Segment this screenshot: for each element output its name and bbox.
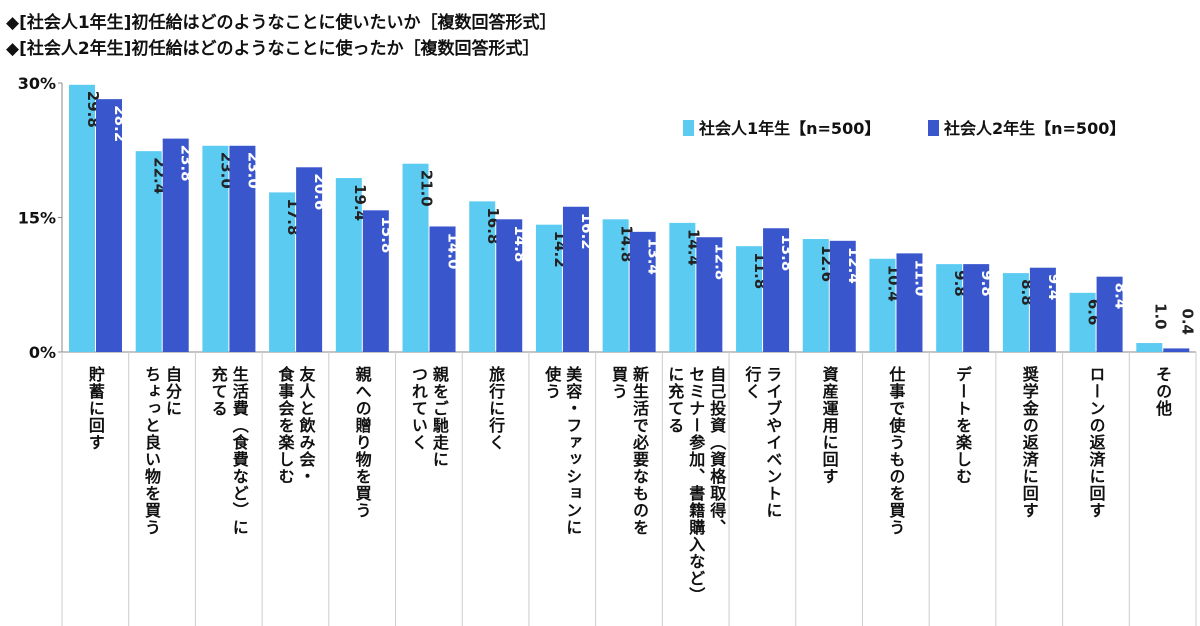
bar xyxy=(1069,292,1096,352)
value-label: 15.8 xyxy=(378,216,396,253)
value-label: 0.4 xyxy=(1178,308,1196,335)
value-label: 23.8 xyxy=(178,145,196,182)
value-label: 9.4 xyxy=(1045,274,1063,301)
bar xyxy=(469,201,496,352)
legend-label: 社会人1年生【n=500】 xyxy=(698,119,880,138)
x-tick-label: 貯蓄に回す xyxy=(85,366,105,451)
legend-label: 社会人2年生【n=500】 xyxy=(943,119,1125,138)
x-tick-label: 生活費（食費など）に 充てる xyxy=(208,366,249,536)
x-tick-label: 旅行に行く xyxy=(486,366,506,451)
bar xyxy=(402,163,429,352)
x-tick-label: ローンの返済に回す xyxy=(1086,366,1106,519)
bar xyxy=(429,226,456,352)
value-label: 1.0 xyxy=(1151,303,1169,330)
x-tick-label: デートを楽しむ xyxy=(953,366,973,485)
bar xyxy=(162,138,189,352)
bar xyxy=(69,84,95,352)
bar xyxy=(1136,343,1163,352)
y-tick-label: 0% xyxy=(29,343,56,362)
title: ◆[社会人2年生]初任給はどのようなことに使ったか［複数回答形式］ xyxy=(6,39,540,59)
x-tick-label: 美容・ファッションに 使う xyxy=(542,366,583,536)
x-tick-label: 仕事で使うものを買う xyxy=(886,366,906,536)
x-tick-label: その他 xyxy=(1153,366,1173,417)
bar xyxy=(963,264,990,352)
x-tick-label: ライブやイベントに 行く xyxy=(742,366,783,519)
value-label: 16.2 xyxy=(578,213,596,250)
bar xyxy=(135,151,162,352)
value-label: 9.8 xyxy=(978,270,996,297)
y-tick-label: 30% xyxy=(18,74,56,93)
bar xyxy=(696,237,723,352)
value-label: 14.0 xyxy=(445,232,463,269)
value-label: 13.8 xyxy=(778,234,796,271)
bar xyxy=(1002,273,1029,352)
value-label: 21.0 xyxy=(418,170,436,207)
bar xyxy=(229,145,256,352)
bar xyxy=(602,219,629,352)
x-tick-label: 奨学金の返済に回す xyxy=(1019,366,1039,519)
bar xyxy=(269,192,296,352)
bar xyxy=(362,210,389,352)
bar xyxy=(802,239,829,352)
value-label: 28.2 xyxy=(111,105,129,142)
bar xyxy=(736,246,763,352)
x-tick-label: 親をご馳走に つれていく xyxy=(408,366,449,468)
value-label: 12.4 xyxy=(845,247,863,284)
bar xyxy=(202,145,229,352)
bar xyxy=(869,258,896,352)
x-tick-label: 友人と飲み会・ 食事会を楽しむ xyxy=(275,366,316,485)
bar xyxy=(1029,267,1056,352)
bar xyxy=(669,222,696,352)
value-label: 8.4 xyxy=(1112,283,1130,310)
value-label: 14.8 xyxy=(511,225,529,262)
bar xyxy=(535,224,562,352)
bar xyxy=(1163,348,1190,352)
legend-swatch xyxy=(683,120,694,136)
x-tick-label: 自己投資（資格取得、 セミナー参加、書籍購入など） に充てる xyxy=(665,366,727,604)
value-label: 12.8 xyxy=(711,243,729,280)
x-tick-label: 資産運用に回す xyxy=(819,366,839,485)
x-tick-label: 自分に ちょっと良い物を買う xyxy=(142,366,183,536)
x-tick-label: 親への贈り物を買う xyxy=(352,366,372,519)
bar xyxy=(936,264,963,352)
y-tick-label: 15% xyxy=(18,209,56,228)
bar xyxy=(296,167,323,352)
bar xyxy=(335,178,362,352)
bar xyxy=(96,99,122,352)
legend-swatch xyxy=(928,120,939,136)
value-label: 11.0 xyxy=(911,259,929,296)
bar xyxy=(629,231,656,352)
value-label: 20.6 xyxy=(311,173,329,210)
value-label: 13.4 xyxy=(645,238,663,275)
bar xyxy=(829,240,856,352)
bar xyxy=(1096,276,1123,352)
bar xyxy=(496,219,523,352)
title: ◆[社会人1年生]初任給はどのようなことに使いたいか［複数回答形式］ xyxy=(6,13,557,33)
value-label: 23.0 xyxy=(244,152,262,189)
bar xyxy=(896,253,923,352)
x-tick-label: 新生活で必要なものを 買う xyxy=(609,366,649,536)
bar xyxy=(562,206,589,352)
bar xyxy=(763,228,790,352)
